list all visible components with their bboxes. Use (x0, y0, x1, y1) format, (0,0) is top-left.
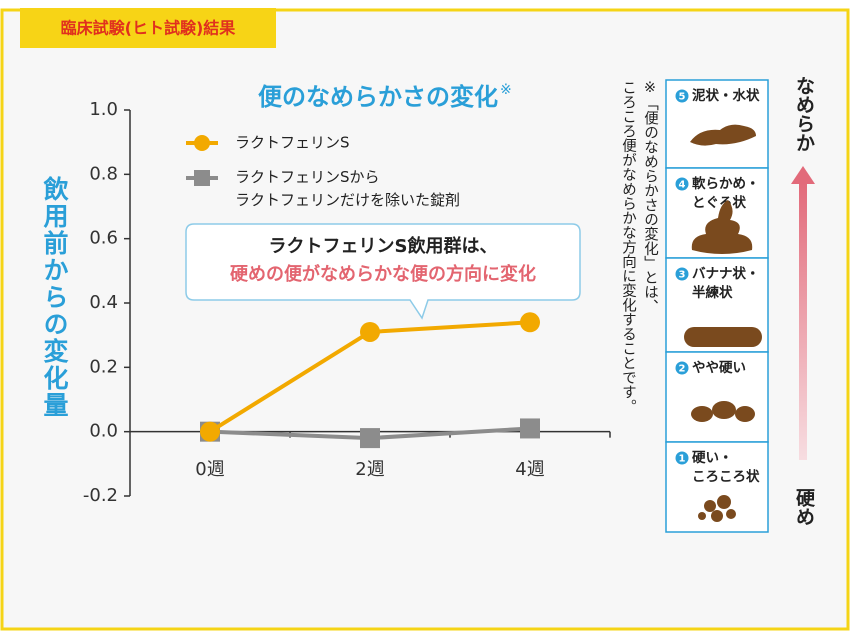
stool-2 (691, 401, 755, 422)
header-tab-text: 臨床試験(ヒト試験)結果 (61, 19, 236, 38)
legend-marker (194, 135, 210, 151)
y-tick-label: 1.0 (89, 99, 118, 120)
stool-5 (690, 124, 756, 146)
scale-label: 泥状・水状 (692, 87, 760, 104)
y-tick-label: -0.2 (83, 485, 118, 506)
scale-number-badge (675, 267, 689, 281)
scale-label: バナナ状・ (692, 265, 760, 282)
legend-label: ラクトフェリンSから ラクトフェリンだけを除いた錠剤 (235, 168, 461, 209)
stool-1 (698, 495, 736, 522)
stool-3 (684, 327, 762, 347)
y-tick-label: 0.0 (89, 421, 118, 442)
scale-label: 半練状 (692, 284, 733, 301)
point (360, 321, 380, 342)
scale-number: 2 (679, 364, 686, 375)
scale-label: とぐろ状 (692, 194, 746, 211)
y-tick-label: 0.6 (89, 228, 118, 249)
legend-label: ラクトフェリンS (235, 134, 350, 152)
scale-panel: 5 泥状・水状 4 軟らかめ・とぐろ状 3 バナナ状・半練状 2 やや硬い 1 硬い・ころころ状 (665, 79, 769, 533)
y-tick-label: 0.2 (89, 356, 118, 377)
scale-arrow-head (791, 166, 815, 184)
scale-number: 5 (679, 92, 686, 103)
chart-title: 便のなめらかさの変化 (258, 83, 498, 111)
callout-text: ラクトフェリンS飲用群は、 (269, 235, 498, 257)
scale-number: 4 (679, 180, 686, 191)
scale-number: 1 (679, 454, 686, 465)
title-note: ※ (500, 82, 512, 98)
callout-text: 硬めの便がなめらかな便の方向に変化 (230, 263, 536, 285)
scale-top-label: なめらか (793, 76, 815, 152)
scale-number-badge (675, 177, 689, 191)
scale-bottom-label: 硬め (793, 488, 815, 526)
point (520, 312, 540, 333)
y-axis-label: 飲用前からの変化量 (40, 176, 69, 419)
scale-label: 軟らかめ・ (692, 175, 760, 192)
scale-label: やや硬い (692, 360, 746, 376)
scale-label: ころころ状 (692, 468, 760, 485)
scale-arrow (799, 182, 807, 460)
scale-number-badge (675, 89, 689, 103)
scale-number-badge (675, 361, 689, 375)
point (360, 428, 380, 449)
scale-number-badge (675, 451, 689, 465)
point (200, 421, 220, 442)
note: ころころ便がなめらかな方向に変化することです。 (620, 80, 636, 414)
scale-label: 硬い・ (692, 450, 733, 466)
scale-cell (665, 79, 769, 169)
y-tick-label: 0.4 (89, 292, 118, 313)
header-tab (20, 8, 276, 48)
y-tick-label: 0.8 (89, 163, 118, 184)
scale-number: 3 (679, 270, 686, 281)
legend-marker (194, 170, 210, 186)
x-tick-label: 2週 (355, 459, 384, 480)
x-tick-label: 4週 (515, 459, 544, 480)
callout-box (185, 223, 581, 320)
x-tick-label: 0週 (195, 459, 224, 480)
point (520, 418, 540, 439)
note: ※「便のなめらかさの変化」とは、 (642, 80, 658, 314)
stool-4 (691, 200, 753, 254)
stool-illustrations (684, 124, 762, 522)
